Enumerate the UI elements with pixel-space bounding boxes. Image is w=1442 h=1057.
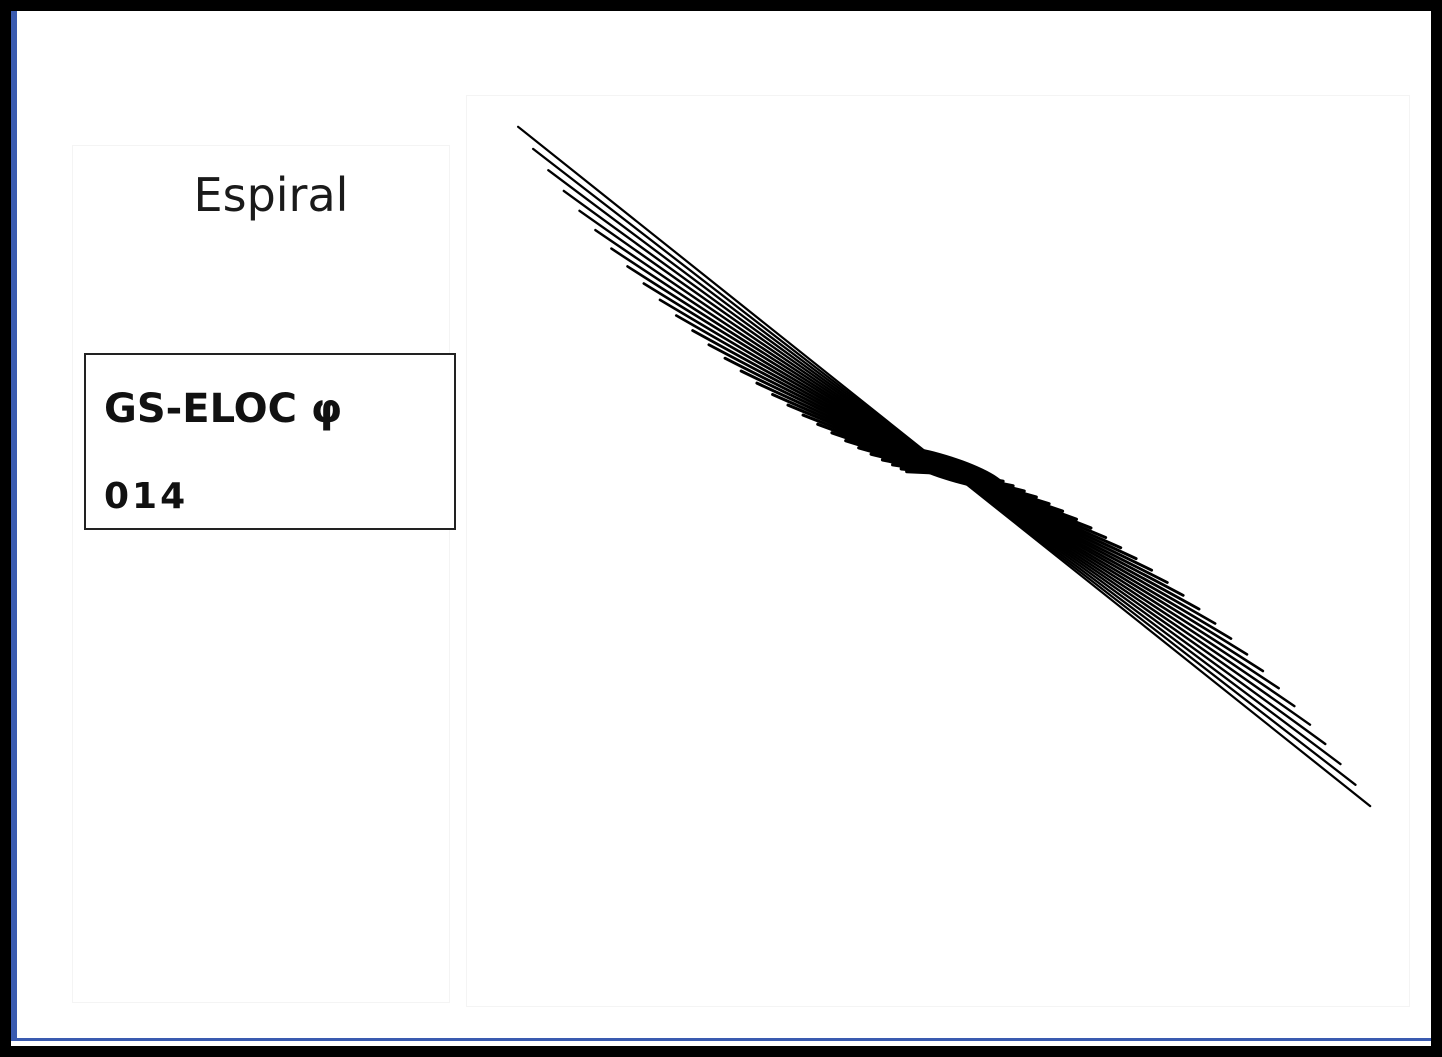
spiral-center — [890, 446, 1006, 490]
id-card: GS-ELOC φ 014 — [84, 353, 456, 530]
spiral-line-group — [516, 125, 1372, 808]
id-number: 014 — [104, 476, 189, 517]
window-accent-bottom — [11, 1038, 1431, 1041]
id-label: GS-ELOC φ — [104, 386, 343, 432]
window-accent-left — [11, 11, 17, 1040]
drawing-canvas — [466, 95, 1410, 1007]
info-panel — [72, 145, 450, 1003]
panel-title: Espiral — [193, 168, 349, 222]
